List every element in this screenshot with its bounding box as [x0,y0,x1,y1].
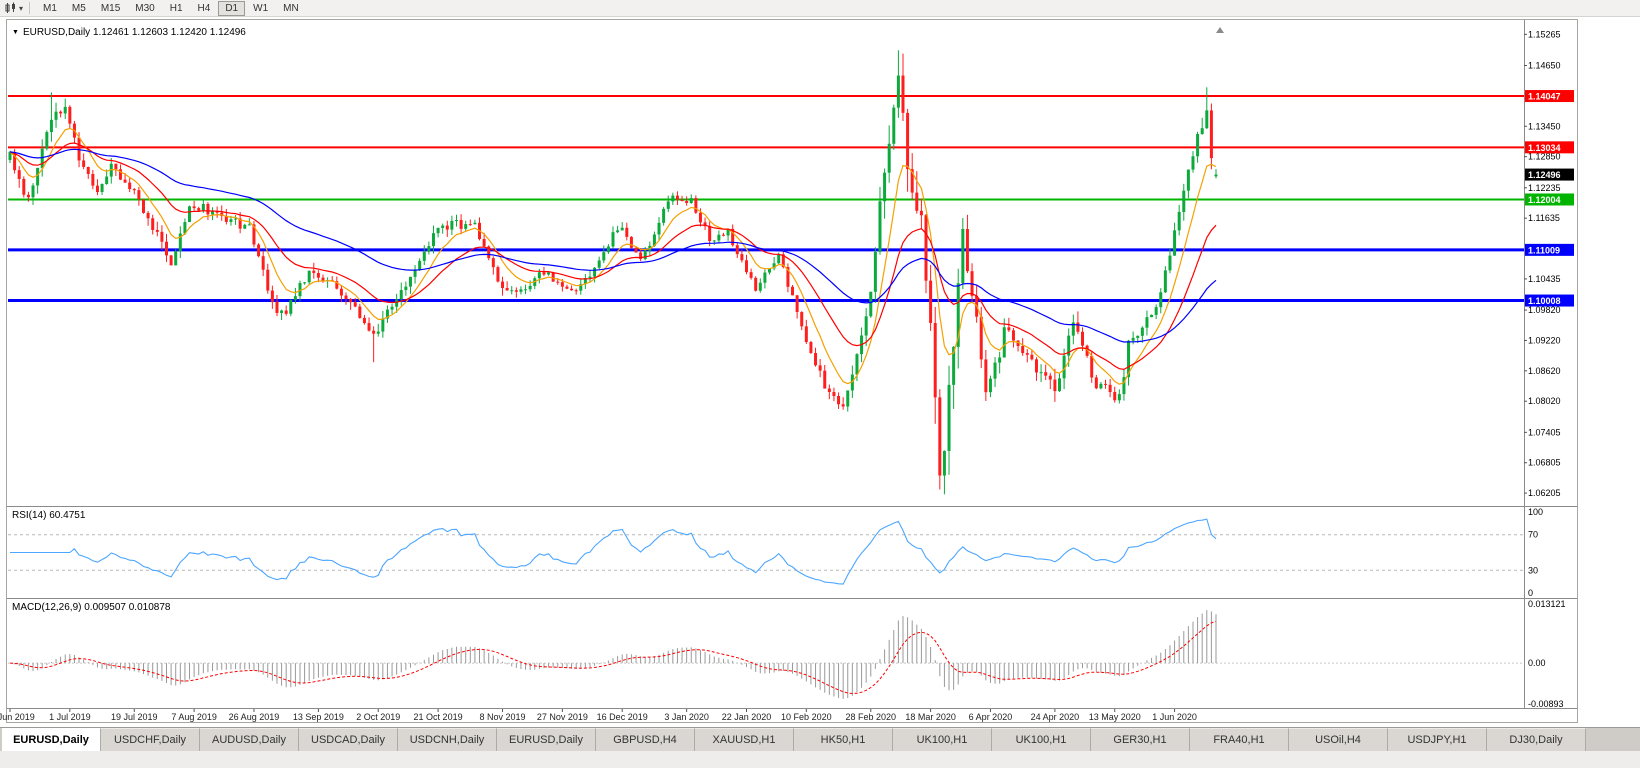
svg-text:24 Apr 2020: 24 Apr 2020 [1031,712,1080,722]
price-axis: 1.15265 1.14650 1.13450 1.12850 1.12235 1.116… [1524,29,1561,498]
chart-tab-fra40-h1[interactable]: FRA40,H1 [1190,728,1289,751]
svg-text:27 Nov 2019: 27 Nov 2019 [537,712,588,722]
chart-canvas[interactable]: 1.15265 1.14650 1.13450 1.12850 1.12235 1.116… [0,17,1640,726]
chart-tab-usoil-h4[interactable]: USOil,H4 [1289,728,1388,751]
chart-tab-hk50-h1[interactable]: HK50,H1 [794,728,893,751]
chart-tab-ger30-h1[interactable]: GER30,H1 [1091,728,1190,751]
svg-text:12 Jun 2019: 12 Jun 2019 [0,712,35,722]
timeframe-button-h1[interactable]: H1 [163,1,190,16]
chart-tab-usdcad-daily[interactable]: USDCAD,Daily [299,728,398,751]
svg-text:28 Feb 2020: 28 Feb 2020 [845,712,896,722]
chart-tab-eurusd-daily[interactable]: EURUSD,Daily [497,728,596,751]
timeframe-button-mn[interactable]: MN [276,1,306,16]
chart-tab-usdcnh-daily[interactable]: USDCNH,Daily [398,728,497,751]
rsi-line [10,518,1217,585]
status-strip [0,751,1640,768]
ma-slow-line [9,148,1217,343]
chart-tab-audusd-daily[interactable]: AUDUSD,Daily [200,728,299,751]
svg-text:3 Jan 2020: 3 Jan 2020 [664,712,709,722]
svg-text:1.15265: 1.15265 [1528,29,1561,39]
chart-tab-uk100-h1[interactable]: UK100,H1 [992,728,1091,751]
price-badges: 1.14047 1.13034 1.12004 1.11009 1.10008 1.124… [1525,90,1574,307]
chart-tab-eurusd-daily[interactable]: EURUSD,Daily [2,728,101,751]
svg-text:1.12850: 1.12850 [1528,152,1561,162]
chart-tab-xauusd-h1[interactable]: XAUUSD,H1 [695,728,794,751]
svg-text:1.09820: 1.09820 [1528,305,1561,315]
svg-text:18 Mar 2020: 18 Mar 2020 [905,712,956,722]
macd-histogram [14,610,1217,699]
svg-text:16 Dec 2019: 16 Dec 2019 [597,712,648,722]
svg-text:70: 70 [1528,530,1538,540]
macd-signal-line [9,620,1217,695]
svg-text:0.00: 0.00 [1528,658,1546,668]
timeframe-button-m15[interactable]: M15 [94,1,127,16]
chart-type-caret-icon[interactable]: ▾ [19,3,24,13]
svg-text:1 Jun 2020: 1 Jun 2020 [1152,712,1197,722]
svg-text:30: 30 [1528,565,1538,575]
chart-tab-usdchf-daily[interactable]: USDCHF,Daily [101,728,200,751]
svg-text:1.10435: 1.10435 [1528,274,1561,284]
svg-text:1.07405: 1.07405 [1528,427,1561,437]
ma-mid-line [9,142,1217,371]
svg-text:1.12496: 1.12496 [1528,170,1561,180]
svg-text:1.11009: 1.11009 [1528,245,1560,255]
svg-text:1.14047: 1.14047 [1528,92,1561,102]
main-toolbar: ▾ M1 M5 M15 M30 H1 H4 D1 W1 MN [0,0,1640,17]
chart-tab-bar: EURUSD,Daily USDCHF,Daily AUDUSD,Daily USDC… [0,727,1640,751]
svg-text:21 Oct 2019: 21 Oct 2019 [414,712,463,722]
timeframe-button-h4[interactable]: H4 [191,1,218,16]
scroll-end-icon[interactable] [1216,27,1224,33]
timeframe-button-w1[interactable]: W1 [246,1,275,16]
chart-tab-uk100-h1[interactable]: UK100,H1 [893,728,992,751]
svg-text:1.12235: 1.12235 [1528,183,1561,193]
svg-text:0.013121: 0.013121 [1528,599,1566,609]
svg-text:-0.00893: -0.00893 [1528,699,1564,709]
svg-text:13 Sep 2019: 13 Sep 2019 [293,712,344,722]
svg-text:1 Jul 2019: 1 Jul 2019 [49,712,91,722]
svg-text:1.09220: 1.09220 [1528,335,1561,345]
chart-tab-dj30-daily[interactable]: DJ30,Daily [1487,728,1586,751]
svg-text:13 May 2020: 13 May 2020 [1089,712,1141,722]
chart-tab-usdjpy-h1[interactable]: USDJPY,H1 [1388,728,1487,751]
svg-text:1.10008: 1.10008 [1528,296,1561,306]
svg-text:26 Aug 2019: 26 Aug 2019 [229,712,280,722]
svg-text:1.14650: 1.14650 [1528,61,1561,71]
svg-text:8 Nov 2019: 8 Nov 2019 [480,712,526,722]
ma-fast-line [9,127,1217,385]
svg-text:1.06205: 1.06205 [1528,488,1561,498]
svg-text:19 Jul 2019: 19 Jul 2019 [111,712,158,722]
svg-text:2 Oct 2019: 2 Oct 2019 [356,712,400,722]
toolbar-separator [29,2,31,14]
svg-text:1.12004: 1.12004 [1528,195,1561,205]
svg-text:1.13034: 1.13034 [1528,143,1561,153]
macd-panel: 0.013121 0.00 -0.00893 [8,599,1566,709]
timeframe-button-m1[interactable]: M1 [36,1,64,16]
timeframe-button-group: M1 M5 M15 M30 H1 H4 D1 W1 MN [36,0,306,16]
chart-tab-gbpusd-h4[interactable]: GBPUSD,H4 [596,728,695,751]
date-axis: 12 Jun 2019 1 Jul 2019 19 Jul 2019 7 Aug 20… [0,709,1197,722]
candlestick-series [8,50,1218,495]
svg-text:1.06805: 1.06805 [1528,458,1561,468]
svg-text:7 Aug 2019: 7 Aug 2019 [171,712,217,722]
chart-type-icon[interactable] [4,2,18,14]
timeframe-button-m5[interactable]: M5 [65,1,93,16]
svg-text:100: 100 [1528,507,1543,517]
svg-text:1.11635: 1.11635 [1528,213,1560,223]
svg-text:0: 0 [1528,588,1533,598]
timeframe-button-d1[interactable]: D1 [218,0,246,16]
svg-text:1.08020: 1.08020 [1528,396,1561,406]
timeframe-button-m30[interactable]: M30 [128,1,161,16]
svg-text:1.13450: 1.13450 [1528,121,1561,131]
svg-text:22 Jan 2020: 22 Jan 2020 [722,712,772,722]
svg-text:10 Feb 2020: 10 Feb 2020 [781,712,832,722]
svg-text:6 Apr 2020: 6 Apr 2020 [969,712,1013,722]
svg-text:1.08620: 1.08620 [1528,366,1561,376]
